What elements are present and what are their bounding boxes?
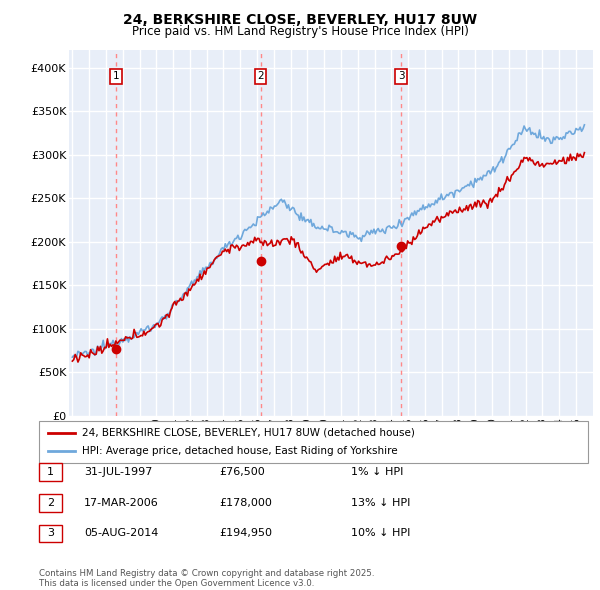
Text: Price paid vs. HM Land Registry's House Price Index (HPI): Price paid vs. HM Land Registry's House … xyxy=(131,25,469,38)
Text: 13% ↓ HPI: 13% ↓ HPI xyxy=(351,498,410,507)
Text: 3: 3 xyxy=(398,71,405,81)
Text: 24, BERKSHIRE CLOSE, BEVERLEY, HU17 8UW: 24, BERKSHIRE CLOSE, BEVERLEY, HU17 8UW xyxy=(123,13,477,27)
Text: 1% ↓ HPI: 1% ↓ HPI xyxy=(351,467,403,477)
Text: £178,000: £178,000 xyxy=(219,498,272,507)
Text: 2: 2 xyxy=(47,498,54,507)
Text: 24, BERKSHIRE CLOSE, BEVERLEY, HU17 8UW (detached house): 24, BERKSHIRE CLOSE, BEVERLEY, HU17 8UW … xyxy=(82,428,415,438)
Text: £76,500: £76,500 xyxy=(219,467,265,477)
Text: 05-AUG-2014: 05-AUG-2014 xyxy=(84,529,158,538)
Text: 31-JUL-1997: 31-JUL-1997 xyxy=(84,467,152,477)
Text: 2: 2 xyxy=(257,71,264,81)
Text: Contains HM Land Registry data © Crown copyright and database right 2025.
This d: Contains HM Land Registry data © Crown c… xyxy=(39,569,374,588)
Text: 3: 3 xyxy=(47,529,54,538)
Text: £194,950: £194,950 xyxy=(219,529,272,538)
Text: 10% ↓ HPI: 10% ↓ HPI xyxy=(351,529,410,538)
Text: 1: 1 xyxy=(112,71,119,81)
Text: HPI: Average price, detached house, East Riding of Yorkshire: HPI: Average price, detached house, East… xyxy=(82,446,398,456)
Text: 17-MAR-2006: 17-MAR-2006 xyxy=(84,498,159,507)
Text: 1: 1 xyxy=(47,467,54,477)
